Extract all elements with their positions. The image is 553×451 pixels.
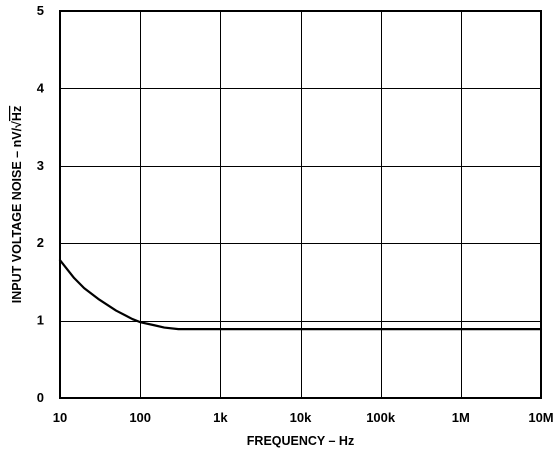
x-tick-label: 10k xyxy=(290,410,312,425)
noise-curve xyxy=(58,259,543,331)
y-axis-label: INPUT VOLTAGE NOISE – nV/√Hz xyxy=(10,106,24,303)
x-tick-label: 1M xyxy=(452,410,470,425)
x-tick-label: 100k xyxy=(366,410,396,425)
y-tick-label: 3 xyxy=(37,158,44,173)
y-tick-label: 4 xyxy=(37,80,45,95)
grid xyxy=(60,11,542,399)
y-axis-label-radicand: Hz xyxy=(10,106,24,121)
y-axis-label-main: INPUT VOLTAGE NOISE – nV/ xyxy=(10,127,24,303)
x-axis-label: FREQUENCY – Hz xyxy=(247,434,354,448)
x-tick-label: 100 xyxy=(129,410,151,425)
x-tick-labels: 10 100 1k 10k 100k 1M 10M xyxy=(53,410,553,425)
plot-frame xyxy=(59,10,542,399)
x-tick-label: 10 xyxy=(53,410,67,425)
x-tick-label: 1k xyxy=(213,410,228,425)
y-tick-label: 1 xyxy=(37,313,44,328)
y-tick-label: 2 xyxy=(37,235,44,250)
y-tick-labels: 0 1 2 3 4 5 xyxy=(37,3,45,405)
x-tick-label: 10M xyxy=(528,410,553,425)
y-axis-label-radical: √ xyxy=(10,121,24,128)
y-tick-label: 5 xyxy=(37,3,44,18)
y-tick-label: 0 xyxy=(37,390,44,405)
y-axis-label-text: INPUT VOLTAGE NOISE – nV/√Hz xyxy=(10,106,24,303)
